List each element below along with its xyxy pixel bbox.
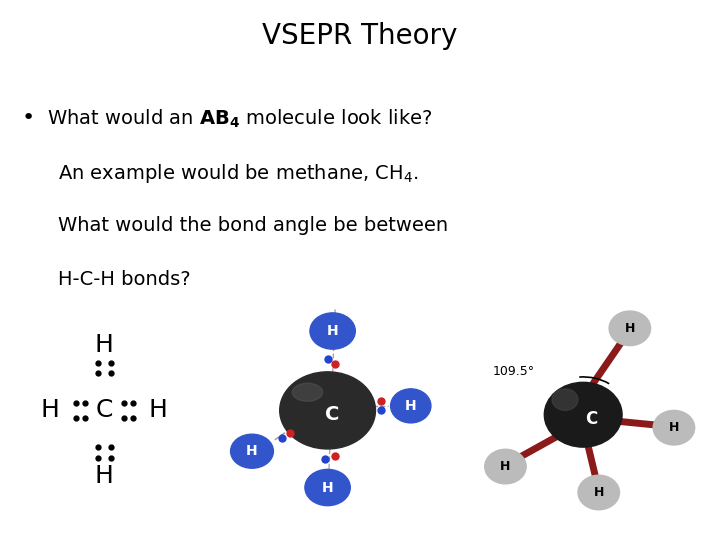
Text: H: H [149,399,168,422]
Circle shape [485,449,526,484]
Ellipse shape [280,372,376,449]
Text: H: H [669,421,679,434]
Text: H: H [327,324,338,338]
Text: C: C [96,399,113,422]
Circle shape [653,410,695,445]
Circle shape [552,389,578,410]
Ellipse shape [230,434,274,468]
Text: 109.5°: 109.5° [492,365,535,378]
Circle shape [544,382,622,447]
Ellipse shape [310,313,356,349]
Text: H: H [95,333,114,357]
Text: H-C-H bonds?: H-C-H bonds? [58,270,190,289]
Text: An example would be methane, $\mathrm{CH_4}$.: An example would be methane, $\mathrm{CH… [58,162,418,185]
Ellipse shape [305,469,351,505]
Circle shape [578,475,619,510]
Text: VSEPR Theory: VSEPR Theory [262,22,458,50]
Text: C: C [585,410,597,428]
Text: What would the bond angle be between: What would the bond angle be between [58,216,448,235]
Text: H: H [405,399,417,413]
Text: What would an $\mathbf{AB_4}$ molecule look like?: What would an $\mathbf{AB_4}$ molecule l… [47,108,432,130]
Text: H: H [322,481,333,495]
Text: H: H [246,444,258,458]
Circle shape [609,311,651,346]
Text: H: H [593,486,604,499]
Text: •: • [22,108,35,128]
Text: H: H [500,460,510,473]
Ellipse shape [292,383,323,401]
Ellipse shape [391,389,431,423]
Text: H: H [41,399,60,422]
Text: H: H [625,322,635,335]
Text: C: C [325,406,340,424]
Text: H: H [95,464,114,488]
